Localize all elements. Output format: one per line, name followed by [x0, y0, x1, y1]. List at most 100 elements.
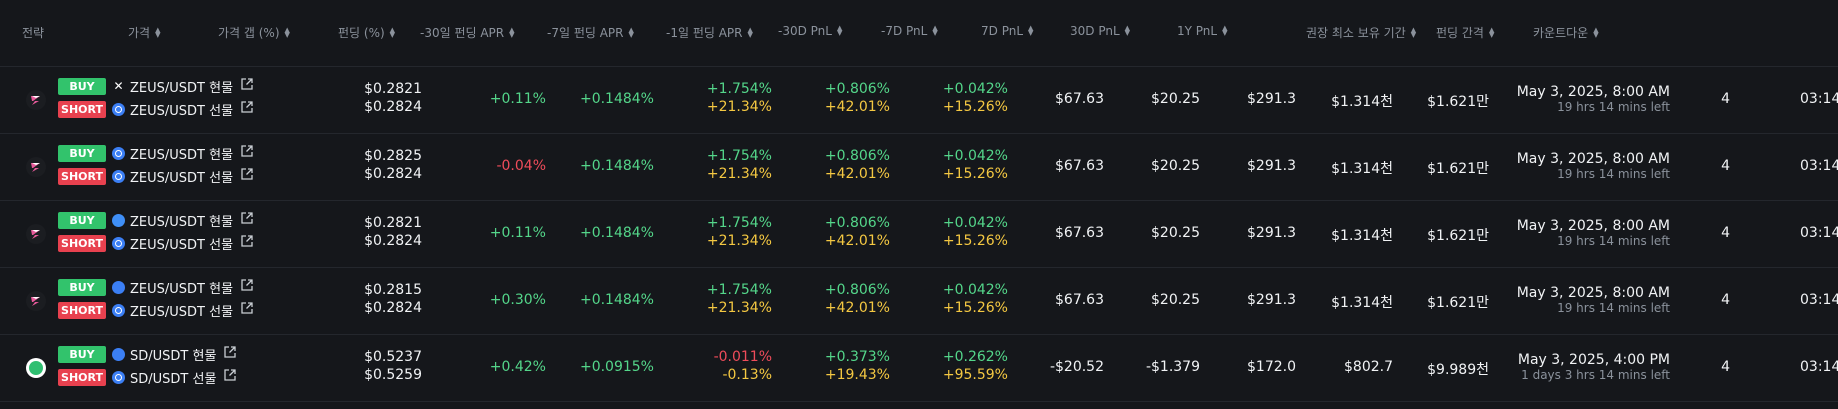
external-link-icon[interactable]	[241, 302, 253, 318]
apr-30d-apr: +21.34%	[706, 166, 772, 182]
sort-icon[interactable]: ▲ ▼	[1593, 25, 1599, 39]
buy-pair-label[interactable]: ZEUS/USDT 현물	[130, 147, 234, 163]
countdown-cell: May 3, 2025, 8:00 AM 19 hrs 14 mins left	[1490, 84, 1670, 114]
price-cell: $0.5237 $0.5259	[320, 348, 422, 384]
drop-exchange-icon	[112, 280, 125, 294]
sd-logo-mark	[29, 361, 43, 375]
apr-7d-cell: +0.806% +42.01%	[780, 147, 890, 183]
price-futures: $0.5259	[364, 367, 422, 383]
table-row[interactable]: BUY ZEUS/USDT 현물 SHORT ZEUS/USDT 선물 $0.2815 $…	[0, 268, 1838, 335]
column-header-4[interactable]: -30일 펀딩 APR ▲ ▼	[420, 24, 515, 41]
countdown-remaining: 19 hrs 14 mins left	[1557, 167, 1670, 181]
sort-icon[interactable]: ▲ ▼	[628, 25, 634, 39]
funding-interval: 4	[1721, 158, 1730, 174]
sort-icon[interactable]: ▲ ▼	[155, 25, 161, 39]
table-row[interactable]: BUY ZEUS/USDT 현물 SHORT ZEUS/USDT 선물 $0.2821 $…	[0, 201, 1838, 268]
sort-icon[interactable]: ▲ ▼	[747, 25, 753, 39]
column-header-2[interactable]: 가격 갭 (%) ▲ ▼	[218, 24, 290, 41]
short-pair-label[interactable]: SD/USDT 선물	[130, 371, 217, 387]
futures-exchange-icon	[112, 146, 125, 160]
buy-pair: BUY ZEUS/USDT 현물	[58, 278, 253, 297]
funding-interval: 4	[1721, 359, 1730, 375]
column-header-10[interactable]: 30D PnL ▲ ▼	[1070, 24, 1130, 38]
external-link-icon[interactable]	[241, 212, 253, 228]
short-badge: SHORT	[58, 100, 106, 118]
sort-icon[interactable]: ▲ ▼	[1222, 24, 1228, 37]
column-header-1[interactable]: 가격 ▲ ▼	[128, 24, 160, 41]
funding-rate: +0.1484%	[579, 158, 654, 174]
column-header-11[interactable]: 1Y PnL ▲ ▼	[1177, 24, 1228, 38]
buy-pair: BUY ZEUS/USDT 현물	[58, 211, 253, 230]
short-badge: SHORT	[58, 368, 106, 386]
apr-30d-apr: -0.13%	[722, 367, 772, 383]
buy-pair-label[interactable]: ZEUS/USDT 현물	[130, 281, 234, 297]
apr-7d-apr: +19.43%	[824, 367, 890, 383]
buy-badge: BUY	[58, 77, 106, 95]
short-pair-label[interactable]: ZEUS/USDT 선물	[130, 304, 234, 320]
short-pair-label[interactable]: ZEUS/USDT 선물	[130, 237, 234, 253]
column-header-7[interactable]: -30D PnL ▲ ▼	[778, 24, 842, 38]
external-link-icon[interactable]	[224, 369, 237, 385]
external-link-icon[interactable]	[241, 101, 253, 117]
column-header-9[interactable]: 7D PnL ▲ ▼	[981, 24, 1033, 38]
short-pair: SHORT ZEUS/USDT 선물	[58, 167, 253, 186]
sort-icon[interactable]: ▲ ▼	[389, 25, 396, 39]
buy-pair-label[interactable]: ZEUS/USDT 현물	[130, 80, 234, 96]
column-header-5[interactable]: -7일 펀딩 APR ▲ ▼	[547, 24, 634, 41]
column-header-3[interactable]: 펀딩 (%) ▲ ▼	[338, 24, 395, 41]
column-header-label: -7일 펀딩 APR	[547, 26, 624, 40]
buy-pair-label[interactable]: SD/USDT 현물	[130, 348, 217, 364]
apr-30d-rate: +1.754%	[706, 148, 772, 164]
external-link-icon[interactable]	[241, 145, 253, 161]
apr-30d-cell: +1.754% +21.34%	[670, 214, 772, 250]
sort-icon[interactable]: ▲ ▼	[1124, 24, 1131, 37]
column-header-8[interactable]: -7D PnL ▲ ▼	[881, 24, 938, 38]
external-link-icon[interactable]	[241, 279, 253, 295]
price-spot: $0.2825	[364, 148, 422, 164]
sort-icon[interactable]: ▲ ▼	[1410, 25, 1417, 39]
sort-icon[interactable]: ▲ ▼	[1028, 24, 1034, 37]
external-link-icon[interactable]	[224, 346, 237, 362]
column-header-6[interactable]: -1일 펀딩 APR ▲ ▼	[666, 24, 753, 41]
pnl-minus-30d: $67.63	[1055, 292, 1104, 308]
countdown-clock: 03:14	[1800, 359, 1838, 375]
sort-icon[interactable]: ▲ ▼	[932, 24, 938, 37]
apr-1d-apr: +15.26%	[942, 300, 1008, 316]
short-pair-label[interactable]: ZEUS/USDT 선물	[130, 170, 234, 186]
apr-7d-cell: +0.806% +42.01%	[780, 80, 890, 116]
price-cell: $0.2821 $0.2824	[320, 214, 422, 250]
sort-icon[interactable]: ▲ ▼	[1488, 25, 1495, 39]
buy-badge: BUY	[58, 211, 106, 229]
futures-exchange-icon	[112, 169, 125, 183]
table-header: 전략 가격 ▲ ▼ 가격 갭 (%) ▲ ▼ 펀딩 (%) ▲ ▼ -30일 펀딩 APR ▲ ▼ -7일…	[0, 0, 1838, 67]
sort-icon[interactable]: ▲ ▼	[509, 25, 515, 39]
funding-rate: +0.1484%	[579, 225, 654, 241]
column-header-12[interactable]: 권장 최소 보유 기간 ▲ ▼	[1306, 24, 1416, 41]
apr-1d-rate: +0.042%	[942, 148, 1008, 164]
external-link-icon[interactable]	[241, 235, 253, 251]
pnl-1y: $1.621만	[1427, 161, 1489, 177]
sort-icon[interactable]: ▲ ▼	[836, 24, 843, 37]
apr-7d-cell: +0.806% +42.01%	[780, 214, 890, 250]
external-link-icon[interactable]	[241, 168, 253, 184]
buy-pair-label[interactable]: ZEUS/USDT 현물	[130, 214, 234, 230]
buy-pair: BUY ✕ ZEUS/USDT 현물	[58, 77, 253, 96]
apr-7d-cell: +0.373% +19.43%	[780, 348, 890, 384]
column-header-13[interactable]: 펀딩 간격 ▲ ▼	[1436, 24, 1494, 41]
short-pair: SHORT ZEUS/USDT 선물	[58, 301, 253, 320]
x-exchange-icon: ✕	[113, 78, 124, 93]
column-header-14[interactable]: 카운트다운 ▲ ▼	[1533, 24, 1599, 41]
zeus-logo	[26, 224, 46, 244]
table-row[interactable]: BUY ZEUS/USDT 현물 SHORT ZEUS/USDT 선물 $0.2825 $…	[0, 134, 1838, 201]
apr-1d-cell: +0.042% +15.26%	[900, 80, 1008, 116]
external-link-icon[interactable]	[241, 78, 253, 94]
apr-7d-rate: +0.373%	[824, 349, 890, 365]
short-pair-label[interactable]: ZEUS/USDT 선물	[130, 103, 234, 119]
column-header-0: 전략	[22, 24, 44, 41]
countdown-remaining: 1 days 3 hrs 14 mins left	[1521, 368, 1670, 382]
buy-badge: BUY	[58, 278, 106, 296]
table-row[interactable]: BUY SD/USDT 현물 SHORT SD/USDT 선물 $0.5237 $0.52…	[0, 335, 1838, 402]
sort-icon[interactable]: ▲ ▼	[284, 25, 290, 39]
table-row[interactable]: BUY ✕ ZEUS/USDT 현물 SHORT ZEUS/USDT 선물 $0.2821…	[0, 67, 1838, 134]
